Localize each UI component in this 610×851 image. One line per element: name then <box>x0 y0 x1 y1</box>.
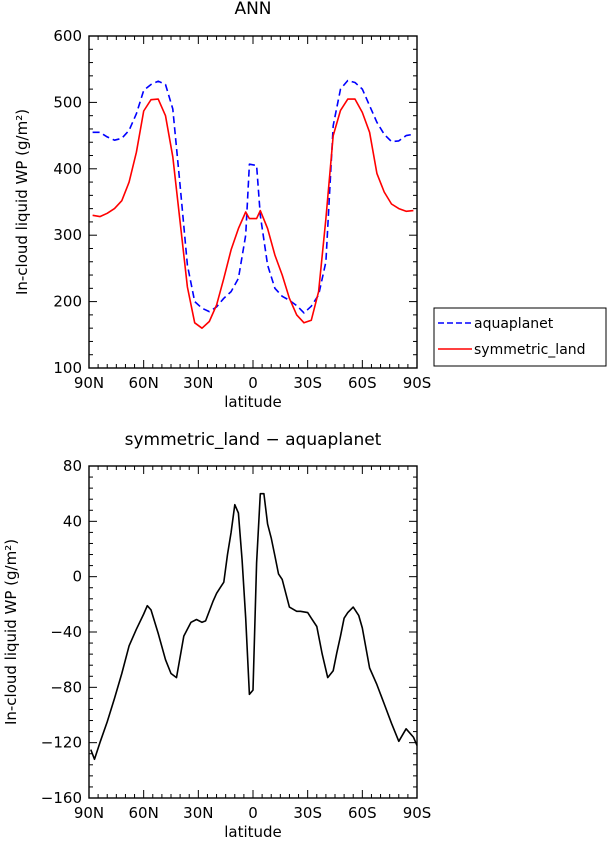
x-tick-labels: 90N 60N 30N 0 30S 60S 90S <box>74 804 431 822</box>
y-tick-label: 300 <box>53 226 82 244</box>
x-tick-label: 90N <box>74 804 104 822</box>
y-tick-label: −80 <box>50 678 82 696</box>
x-axis-label: latitude <box>224 393 282 411</box>
series-line-aquaplanet <box>92 79 414 314</box>
x-tick-label: 0 <box>248 804 258 822</box>
x-tick-label: 90S <box>403 374 432 392</box>
chart-title: symmetric_land − aquaplanet <box>125 430 382 450</box>
y-tick-labels: 100 200 300 400 500 600 <box>53 27 82 377</box>
y-tick-label: 100 <box>53 359 82 377</box>
x-tick-label: 30S <box>293 374 322 392</box>
legend-box <box>433 307 607 367</box>
x-tick-label: 60N <box>129 804 159 822</box>
x-axis-label: latitude <box>224 823 282 841</box>
x-tick-labels: 90N 60N 30N 0 30S 60S 90S <box>74 374 431 392</box>
legend: aquaplanet symmetric_land <box>433 307 607 367</box>
y-tick-label: 600 <box>53 27 82 45</box>
legend-label-aquaplanet: aquaplanet <box>474 316 554 332</box>
legend-label-symmetric-land: symmetric_land <box>474 342 586 358</box>
y-axis-label: In-cloud liquid WP (g/m²) <box>2 539 20 725</box>
y-axis-label: In-cloud liquid WP (g/m²) <box>13 109 31 295</box>
tick-marks <box>88 35 418 369</box>
x-tick-label: 60S <box>348 374 377 392</box>
y-tick-label: 200 <box>53 293 82 311</box>
tick-marks <box>88 465 418 799</box>
panel-bottom: symmetric_land − aquaplanet 90N 60N 30N 0 30… <box>2 430 431 841</box>
y-tick-label: 40 <box>63 512 82 530</box>
x-tick-label: 0 <box>248 374 258 392</box>
x-tick-label: 60S <box>348 804 377 822</box>
x-tick-label: 60N <box>129 374 159 392</box>
chart-title: ANN <box>234 0 271 19</box>
x-tick-label: 30N <box>183 804 213 822</box>
y-tick-label: 0 <box>72 568 82 586</box>
y-tick-label: −40 <box>50 623 82 641</box>
series-line-difference <box>90 492 418 761</box>
series-line-symmetric-land <box>92 98 414 330</box>
plot-frame <box>88 35 418 369</box>
x-tick-label: 90N <box>74 374 104 392</box>
y-tick-label: −160 <box>41 789 82 807</box>
y-tick-label: 80 <box>63 457 82 475</box>
x-tick-label: 90S <box>403 804 432 822</box>
y-tick-label: −120 <box>41 734 82 752</box>
plot-frame <box>88 465 418 799</box>
series-lines <box>92 79 414 330</box>
y-tick-label: 400 <box>53 160 82 178</box>
panel-top: ANN 90N 60N 30N 0 30S 60S 90S 100 200 300 400 500 6… <box>13 0 431 411</box>
series-lines <box>90 492 418 761</box>
y-tick-labels: −160 −120 −80 −40 0 40 80 <box>41 457 82 807</box>
x-tick-label: 30N <box>183 374 213 392</box>
y-tick-label: 500 <box>53 93 82 111</box>
x-tick-label: 30S <box>293 804 322 822</box>
